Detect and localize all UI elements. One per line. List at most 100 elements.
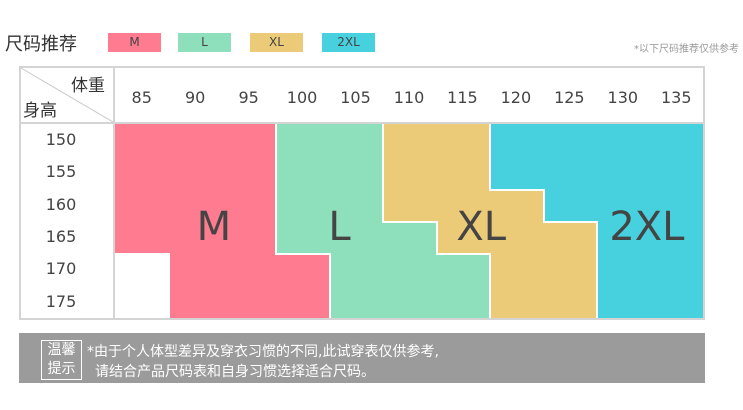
tip-banner: 温馨 提示 *由于个人体型差异及穿衣习惯的不同,此试穿表仅供参考, 请结合产品尺… xyxy=(19,333,705,383)
size-cell-m xyxy=(168,124,223,157)
size-cell-xl xyxy=(489,253,544,287)
size-cell-m xyxy=(275,285,330,319)
size-cell-2xl xyxy=(649,221,704,254)
weight-tick: 85 xyxy=(131,88,152,107)
size-cell-m xyxy=(168,221,223,254)
weight-label: 体重 xyxy=(71,76,105,96)
size-cell-2xl xyxy=(542,188,597,222)
size-cell-m xyxy=(115,124,169,157)
tip-line-2: 请结合产品尺码表和自身习惯选择适合尺码。 xyxy=(95,364,375,380)
size-cell-l xyxy=(328,253,383,287)
tip-label-2: 提示 xyxy=(47,361,76,377)
size-cell-l xyxy=(275,156,330,190)
size-cell-m xyxy=(221,285,276,319)
height-label: 身高 xyxy=(23,101,57,121)
size-cell-xl xyxy=(382,124,437,157)
size-cell-xl xyxy=(435,221,490,254)
size-cell-2xl xyxy=(596,188,651,222)
size-label-l: L xyxy=(328,204,351,250)
size-cell-l xyxy=(382,221,437,254)
weight-header: 85 90 95 100 105 110 115 120 125 130 135 xyxy=(115,68,703,122)
size-cell-2xl xyxy=(596,124,651,157)
size-cell-2xl xyxy=(649,124,704,157)
height-tick: 165 xyxy=(45,227,77,246)
size-cell-xl xyxy=(542,285,597,319)
legend-l: L xyxy=(178,33,231,52)
size-cell-m xyxy=(221,188,276,222)
weight-tick: 95 xyxy=(238,88,259,107)
size-cell-m xyxy=(168,156,223,190)
weight-tick: 120 xyxy=(500,88,532,107)
weight-tick: 110 xyxy=(393,88,425,107)
table-corner: 体重 身高 xyxy=(21,68,113,122)
size-grid: M L XL 2XL xyxy=(115,124,704,319)
weight-tick: 105 xyxy=(340,88,371,107)
tip-label-box: 温馨 提示 xyxy=(41,340,82,380)
page-title: 尺码推荐 xyxy=(5,34,77,55)
size-cell-empty xyxy=(115,253,169,287)
weight-tick: 125 xyxy=(554,88,585,107)
size-cell-l xyxy=(382,253,437,287)
size-cell-xl xyxy=(435,188,490,222)
size-cell-m xyxy=(221,124,276,157)
weight-tick: 130 xyxy=(607,88,639,107)
size-cell-l xyxy=(328,188,383,222)
size-cell-xl xyxy=(489,285,544,319)
size-cell-l xyxy=(275,221,330,254)
size-cell-2xl xyxy=(542,156,597,190)
size-cell-m xyxy=(221,253,276,287)
tip-line-1: *由于个人体型差异及穿衣习惯的不同,此试穿表仅供参考, xyxy=(87,344,439,360)
weight-tick: 135 xyxy=(660,88,692,107)
size-cell-m xyxy=(115,221,169,254)
height-tick: 175 xyxy=(45,291,77,311)
size-label-m: M xyxy=(196,204,232,250)
size-label-2xl: 2XL xyxy=(609,204,685,250)
size-cell-xl xyxy=(542,221,597,254)
weight-tick: 100 xyxy=(286,88,318,107)
size-cell-2xl xyxy=(489,156,544,190)
size-cell-xl xyxy=(382,188,437,222)
size-cell-m xyxy=(168,285,223,319)
size-cell-l xyxy=(435,253,490,287)
size-cell-2xl xyxy=(649,156,704,190)
disclaimer-note: *以下尺码推荐仅供参考 xyxy=(634,44,739,55)
weight-tick: 90 xyxy=(184,88,206,107)
height-tick: 155 xyxy=(45,162,77,182)
size-cell-xl xyxy=(542,253,597,287)
size-cell-xl xyxy=(489,188,544,222)
size-cell-2xl xyxy=(596,253,651,287)
size-label-xl: XL xyxy=(456,204,507,250)
legend-2xl: 2XL xyxy=(322,33,375,52)
legend-xl: XL xyxy=(250,33,303,52)
size-cell-l xyxy=(382,285,437,319)
size-cell-m xyxy=(115,156,169,190)
size-cell-2xl xyxy=(596,156,651,190)
size-cell-xl xyxy=(489,221,544,254)
size-cell-2xl xyxy=(649,253,704,287)
size-cell-l xyxy=(328,221,383,254)
height-tick: 150 xyxy=(45,130,77,149)
size-cell-empty xyxy=(115,285,169,319)
size-cell-xl xyxy=(382,156,437,190)
size-cell-m xyxy=(275,253,330,287)
legend-m: M xyxy=(108,33,161,52)
tip-label-1: 温馨 xyxy=(47,342,76,358)
size-cell-m xyxy=(221,156,276,190)
height-tick: 170 xyxy=(45,259,77,279)
size-cell-m xyxy=(168,253,223,287)
size-cell-2xl xyxy=(542,124,597,157)
size-cell-2xl xyxy=(489,124,544,157)
size-cell-m xyxy=(168,188,223,222)
size-cell-2xl xyxy=(649,285,704,319)
size-cell-l xyxy=(328,124,383,157)
weight-tick: 115 xyxy=(447,88,478,107)
size-cell-m xyxy=(221,221,276,254)
size-cell-l xyxy=(328,285,383,319)
size-cell-2xl xyxy=(596,285,651,319)
size-cell-2xl xyxy=(649,188,704,222)
size-cell-l xyxy=(275,124,330,157)
size-cell-m xyxy=(115,188,169,222)
height-column: 150 155 160 165 170 175 xyxy=(21,124,113,318)
size-cell-l xyxy=(435,285,490,319)
size-cell-2xl xyxy=(596,221,651,254)
